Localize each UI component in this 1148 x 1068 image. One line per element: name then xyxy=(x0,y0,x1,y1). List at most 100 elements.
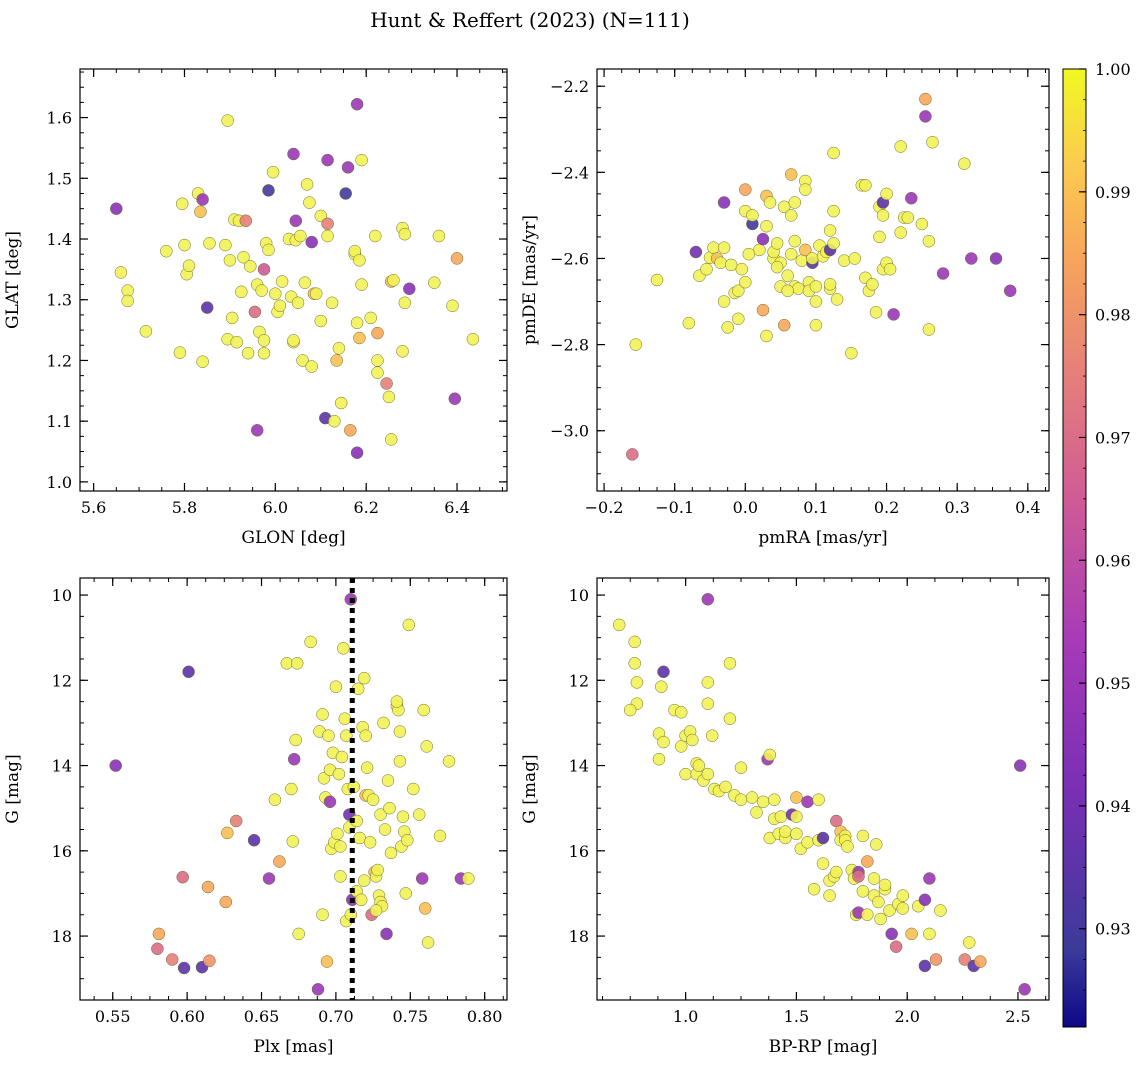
data-point xyxy=(845,346,858,360)
data-point xyxy=(894,140,907,153)
data-point xyxy=(296,354,309,367)
scatter-points xyxy=(612,593,1031,996)
data-point xyxy=(760,219,773,233)
y-tick-label: 1.6 xyxy=(47,109,72,128)
data-point xyxy=(753,243,766,257)
data-point xyxy=(626,448,639,461)
data-point xyxy=(869,306,883,319)
data-point xyxy=(219,238,232,252)
axes-frame xyxy=(596,577,1050,1001)
data-point xyxy=(446,299,459,313)
colorbar-tick-label: 0.94 xyxy=(1095,797,1131,816)
data-point xyxy=(384,433,398,446)
data-point xyxy=(612,618,626,632)
data-point xyxy=(359,729,372,742)
data-point xyxy=(901,211,915,224)
y-tick-label: 1.1 xyxy=(47,412,72,431)
data-point xyxy=(303,196,316,209)
data-point xyxy=(827,204,840,218)
x-tick-label: 0.70 xyxy=(318,1007,354,1026)
axes-frame xyxy=(596,68,1050,492)
y-tick-label: 12 xyxy=(569,671,589,690)
data-point xyxy=(165,953,179,966)
data-point xyxy=(1013,759,1027,772)
data-point xyxy=(248,305,262,319)
data-point xyxy=(200,301,214,314)
colorbar-tick-label: 0.96 xyxy=(1095,551,1131,570)
data-point xyxy=(201,880,215,894)
data-point xyxy=(936,267,950,280)
data-point xyxy=(756,795,770,809)
data-point xyxy=(784,168,798,181)
x-axis-label: GLON [deg] xyxy=(241,528,345,548)
data-point xyxy=(339,187,352,200)
y-tick-label: −2.4 xyxy=(550,163,589,182)
colorbar-tick-label: 0.95 xyxy=(1095,674,1131,693)
data-point xyxy=(781,284,794,298)
data-point xyxy=(338,712,352,725)
data-point xyxy=(682,316,696,330)
x-tick-label: 0.65 xyxy=(244,1007,280,1026)
colorbar-tick-label: 0.93 xyxy=(1095,920,1131,939)
y-axis-label: pmDE [mas/yr] xyxy=(520,215,540,345)
data-point xyxy=(630,676,644,689)
data-point xyxy=(974,955,987,968)
data-point xyxy=(714,256,727,270)
data-point xyxy=(823,278,837,291)
data-point xyxy=(353,254,366,267)
data-point xyxy=(770,237,784,250)
data-point xyxy=(812,793,825,806)
x-tick-label: 0.60 xyxy=(169,1007,205,1026)
data-point xyxy=(742,247,756,261)
data-point xyxy=(350,97,364,111)
data-point xyxy=(686,733,699,747)
data-point xyxy=(344,424,357,437)
data-point xyxy=(287,334,300,347)
data-point xyxy=(692,759,706,772)
data-point xyxy=(152,927,166,941)
data-point xyxy=(357,874,371,887)
x-tick-label: 0.2 xyxy=(874,498,899,517)
x-tick-label: 1.5 xyxy=(784,1007,809,1026)
data-point xyxy=(380,927,393,941)
data-point xyxy=(223,254,237,267)
data-point xyxy=(739,275,752,289)
data-point xyxy=(110,202,123,215)
data-point xyxy=(790,810,803,823)
data-point xyxy=(292,927,305,941)
x-tick-label: −0.2 xyxy=(585,498,624,517)
data-point xyxy=(869,838,883,851)
data-point xyxy=(230,335,243,349)
data-point xyxy=(760,329,773,343)
data-point xyxy=(412,808,426,821)
data-point xyxy=(705,729,719,742)
data-point xyxy=(807,882,821,896)
data-point xyxy=(958,157,971,170)
data-point xyxy=(322,729,335,742)
data-point xyxy=(629,338,643,351)
data-point xyxy=(415,872,429,885)
data-point xyxy=(442,755,456,768)
data-point xyxy=(250,424,264,437)
data-point xyxy=(290,657,304,670)
data-point xyxy=(674,706,688,719)
data-point xyxy=(896,902,910,915)
data-point xyxy=(462,872,475,885)
data-point xyxy=(873,230,886,244)
y-tick-label: −2.2 xyxy=(550,77,589,96)
y-tick-label: 1.3 xyxy=(47,291,72,310)
data-point xyxy=(360,761,374,774)
data-point xyxy=(777,200,791,214)
data-point xyxy=(369,229,382,243)
data-point xyxy=(701,767,715,781)
data-point xyxy=(354,893,368,907)
data-point xyxy=(329,680,343,693)
data-point xyxy=(266,165,280,179)
y-axis-label: GLAT [deg] xyxy=(3,231,23,329)
data-point xyxy=(273,855,286,868)
data-point xyxy=(628,657,641,670)
data-point xyxy=(790,827,803,841)
colorbar-tick-label: 1.00 xyxy=(1095,60,1131,79)
data-point xyxy=(398,227,412,241)
data-point xyxy=(323,795,337,809)
